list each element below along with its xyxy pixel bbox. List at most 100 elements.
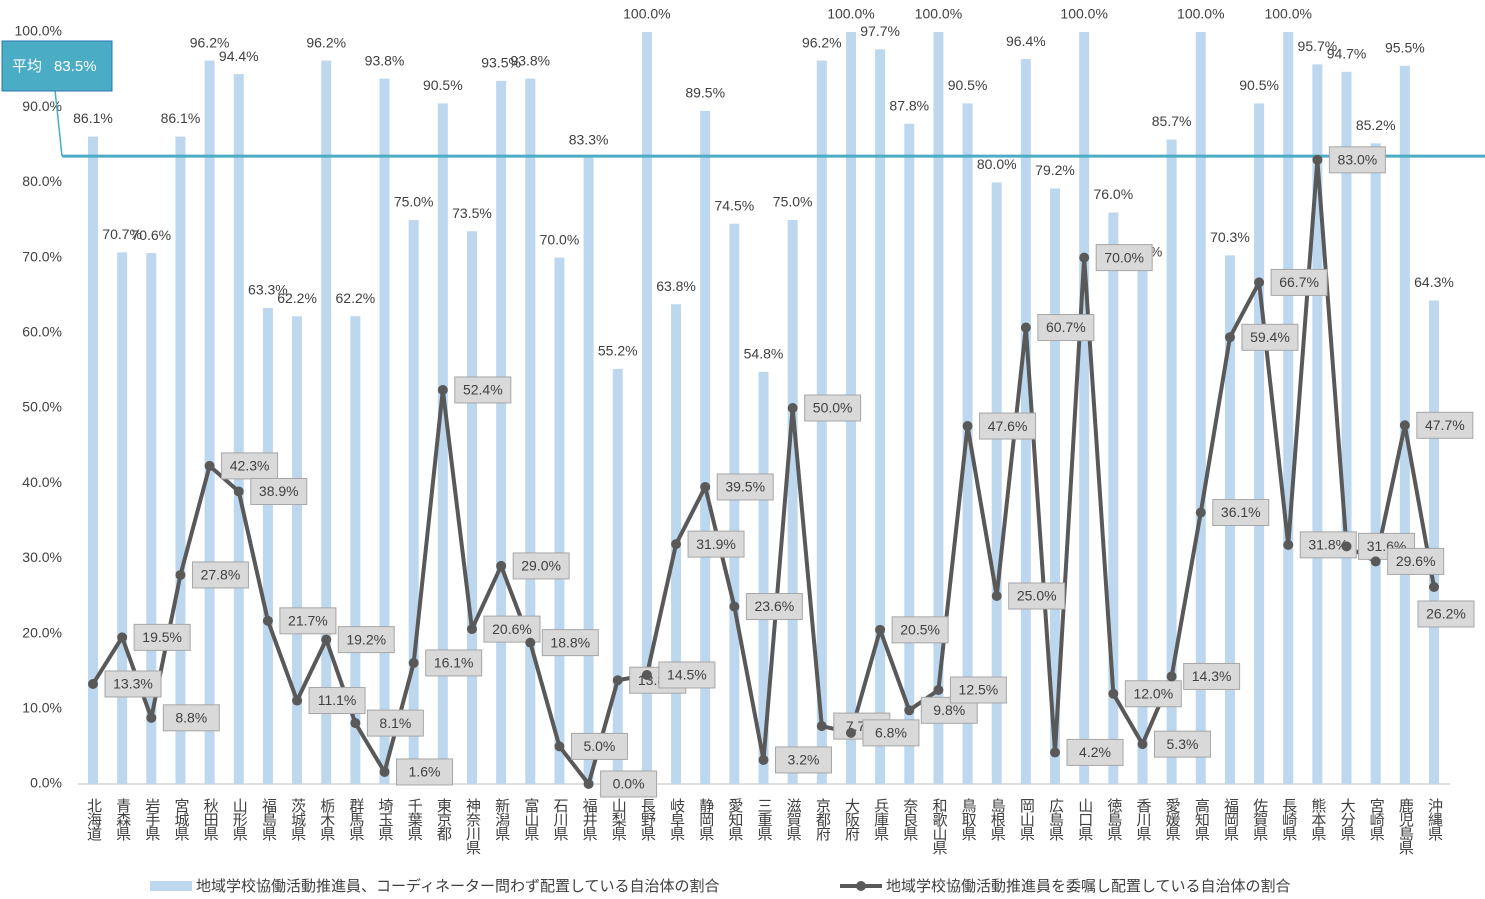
x-tick-label: 茨城県	[289, 798, 306, 841]
line-label: 42.3%	[230, 458, 270, 474]
x-tick-label: 埼玉県	[377, 798, 394, 841]
x-tick-label: 新潟県	[493, 798, 510, 841]
line-label-box	[1066, 738, 1124, 766]
bar-label: 62.2%	[277, 290, 317, 306]
bar	[321, 60, 332, 785]
line-label-box	[366, 709, 424, 737]
x-tick-label: 三重県	[756, 798, 773, 841]
average-value: 83.5%	[54, 58, 97, 75]
line-label-box	[1416, 411, 1474, 439]
line-marker	[904, 705, 915, 716]
x-tick-label: 和歌山県	[930, 798, 947, 855]
y-tick-label: 10.0%	[22, 700, 62, 716]
bar	[816, 60, 827, 785]
line-label: 26.2%	[1426, 606, 1466, 622]
x-tick-label: 鳥取県	[960, 797, 977, 841]
line-marker	[117, 632, 128, 643]
y-tick-label: 40.0%	[22, 474, 62, 490]
x-tick-label: 栃木県	[318, 798, 335, 841]
bar-label: 74.5%	[714, 197, 754, 213]
bar	[262, 307, 273, 784]
line-label: 19.5%	[142, 629, 182, 645]
line-marker	[1166, 671, 1177, 682]
x-tick-label: 鹿児島県	[1397, 798, 1414, 855]
line-marker	[729, 601, 740, 612]
line-marker	[204, 460, 215, 471]
x-tick-label: 神奈川県	[464, 798, 481, 855]
bar	[175, 136, 186, 784]
line-marker	[787, 403, 798, 413]
bar-label: 70.0%	[540, 231, 580, 247]
x-tick-label: 徳島県	[1105, 798, 1122, 841]
line-label: 52.4%	[463, 382, 503, 398]
line-label-box	[221, 452, 279, 480]
x-tick-label: 京都府	[814, 798, 831, 842]
line-label: 21.7%	[288, 613, 328, 629]
bar-label: 85.2%	[1356, 117, 1396, 133]
line-label-box	[1124, 680, 1182, 708]
line-label: 20.5%	[900, 622, 940, 638]
line-label-box	[687, 530, 745, 558]
x-tick-label: 長崎県	[1280, 798, 1297, 841]
average-box	[1, 40, 113, 92]
line-label-box	[716, 473, 774, 501]
line-marker	[88, 678, 98, 689]
bar-label: 85.7%	[1152, 113, 1192, 129]
y-tick-label: 20.0%	[22, 624, 62, 640]
line-marker	[1254, 277, 1265, 288]
bar-label: 63.3%	[248, 282, 288, 298]
x-tick-label: 山形県	[231, 798, 248, 841]
bar-label: 90.5%	[423, 77, 463, 93]
bar	[904, 123, 915, 784]
line-label-box	[512, 552, 570, 580]
line-label: 70.0%	[1104, 249, 1144, 265]
line-label: 25.0%	[1017, 588, 1057, 604]
line-label: 60.7%	[1046, 319, 1086, 335]
line-label-box	[483, 615, 541, 643]
line-label: 27.8%	[201, 567, 241, 583]
line-label: 11.1%	[318, 692, 357, 708]
line-marker	[1137, 739, 1148, 750]
bar	[233, 74, 244, 784]
legend-label: 地域学校協働活動推進員を委嘱し配置している自治体の割合	[886, 878, 1291, 895]
line-marker	[816, 721, 827, 732]
bar	[1079, 32, 1090, 784]
bar	[496, 80, 507, 784]
average-label: 平均	[12, 58, 42, 75]
bar-label: 96.4%	[1006, 33, 1046, 49]
x-tick-label: 秋田県	[202, 798, 219, 841]
line-label: 5.0%	[583, 738, 615, 754]
y-tick-label: 90.0%	[22, 98, 62, 114]
x-tick-label: 滋賀県	[785, 798, 802, 841]
bar-label: 76.0%	[1093, 186, 1133, 202]
legend-label: 地域学校協働活動推進員、コーディネーター問わず配置している自治体の割合	[196, 877, 720, 895]
line-marker	[1312, 154, 1323, 165]
line-label: 14.3%	[1192, 668, 1232, 684]
bar-label: 54.8%	[744, 346, 784, 362]
bar	[117, 252, 128, 784]
line-label-box	[396, 758, 454, 786]
line-marker	[408, 657, 419, 668]
bar-label: 94.7%	[1327, 46, 1367, 62]
bar-label: 70.7%	[102, 226, 142, 242]
line-label-box	[1241, 323, 1299, 351]
bar-label: 90.5%	[1239, 77, 1279, 93]
line-marker	[466, 624, 477, 635]
line-marker	[1079, 252, 1090, 263]
line-label-box	[804, 394, 862, 422]
legend-swatch	[150, 881, 192, 891]
line-label: 23.6%	[754, 598, 794, 614]
line-marker	[1224, 332, 1235, 343]
line-label: 6.8%	[875, 725, 907, 741]
x-tick-label: 群馬県	[347, 798, 364, 841]
bar	[700, 110, 711, 784]
bar-label: 100.0%	[623, 6, 670, 22]
x-tick-label: 富山県	[522, 797, 539, 841]
y-tick-label: 100.0%	[15, 23, 62, 39]
line-label-box	[570, 732, 628, 760]
line-marker	[1399, 420, 1410, 431]
line-label: 31.9%	[696, 536, 736, 552]
line-label-box	[162, 704, 220, 732]
line-marker	[175, 569, 186, 580]
x-tick-label: 岩手県	[143, 798, 160, 841]
